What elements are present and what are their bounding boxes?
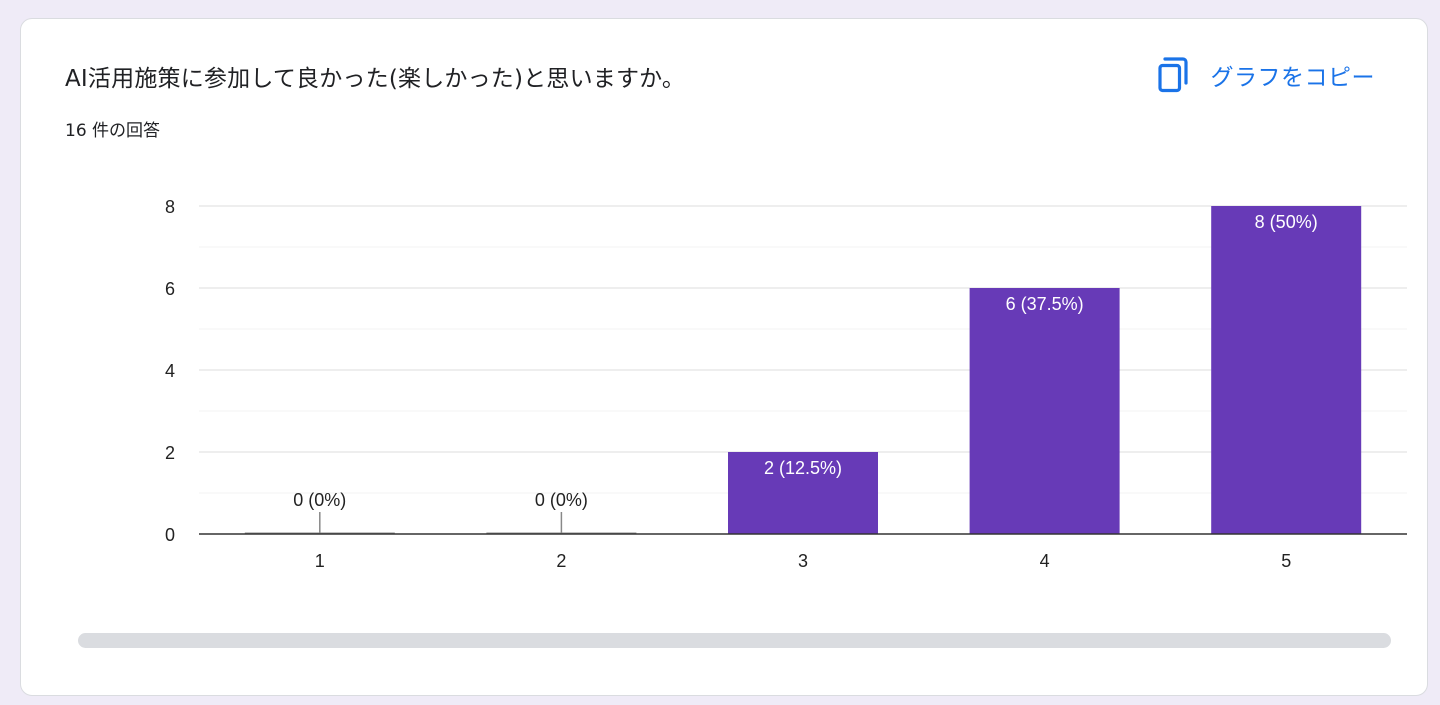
x-tick-label: 1 bbox=[315, 551, 325, 571]
bar bbox=[1211, 206, 1362, 534]
x-tick-label: 5 bbox=[1281, 551, 1291, 571]
data-label: 6 (37.5%) bbox=[1006, 294, 1084, 314]
bar-chart: 0 2 4 6 8 0 (0%) 1 0 (0%) 2 2 (12.5%) 3 6 (37.5%) 4 8… bbox=[165, 197, 1407, 571]
data-label: 8 (50%) bbox=[1255, 212, 1318, 232]
question-title: AI活用施策に参加して良かった(楽しかった)と思いますか。 bbox=[65, 66, 686, 92]
copy-icon bbox=[1157, 57, 1188, 93]
chart-card: AI活用施策に参加して良かった(楽しかった)と思いますか。 16 件の回答 グラ… bbox=[20, 18, 1428, 696]
horizontal-scrollbar[interactable] bbox=[78, 633, 1391, 648]
x-tick-label: 3 bbox=[798, 551, 808, 571]
data-label: 0 (0%) bbox=[535, 490, 588, 510]
copy-chart-label: グラフをコピー bbox=[1210, 65, 1375, 91]
data-label: 0 (0%) bbox=[293, 490, 346, 510]
bar bbox=[728, 452, 878, 534]
x-tick-label: 2 bbox=[556, 551, 566, 571]
x-tick-label: 4 bbox=[1040, 551, 1050, 571]
copy-chart-button[interactable]: グラフをコピー bbox=[1157, 57, 1376, 93]
y-tick-label: 0 bbox=[165, 525, 175, 545]
bar bbox=[969, 288, 1120, 534]
y-tick-label: 6 bbox=[165, 279, 175, 299]
y-tick-label: 8 bbox=[165, 197, 175, 217]
response-count: 16 件の回答 bbox=[65, 121, 161, 141]
y-tick-label: 2 bbox=[165, 443, 175, 463]
y-tick-label: 4 bbox=[165, 361, 175, 381]
data-label: 2 (12.5%) bbox=[764, 458, 842, 478]
